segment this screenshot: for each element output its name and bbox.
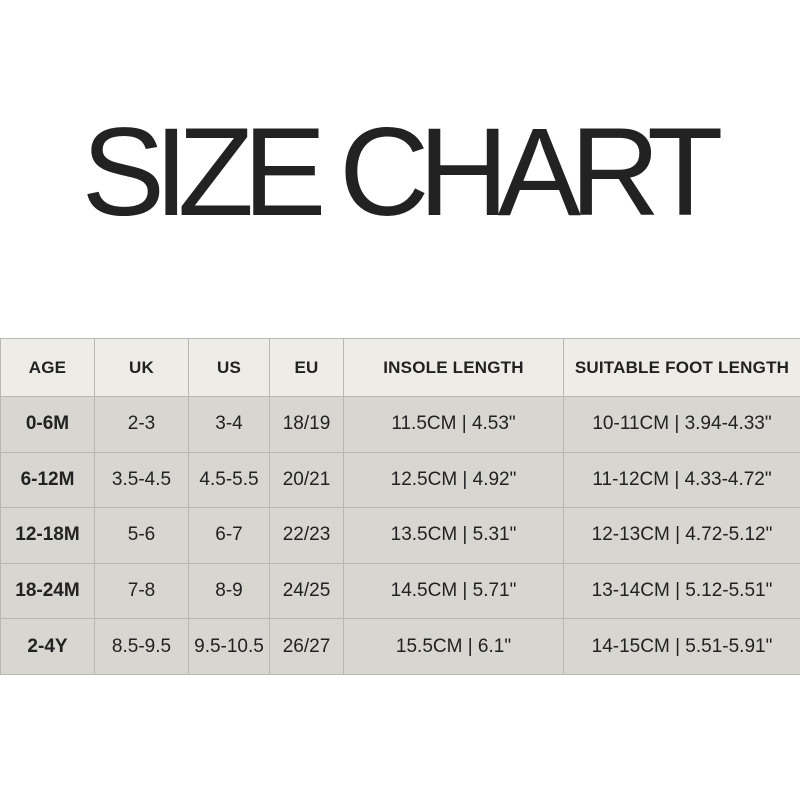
svg-text:SIZE CHART: SIZE CHART xyxy=(82,103,721,242)
